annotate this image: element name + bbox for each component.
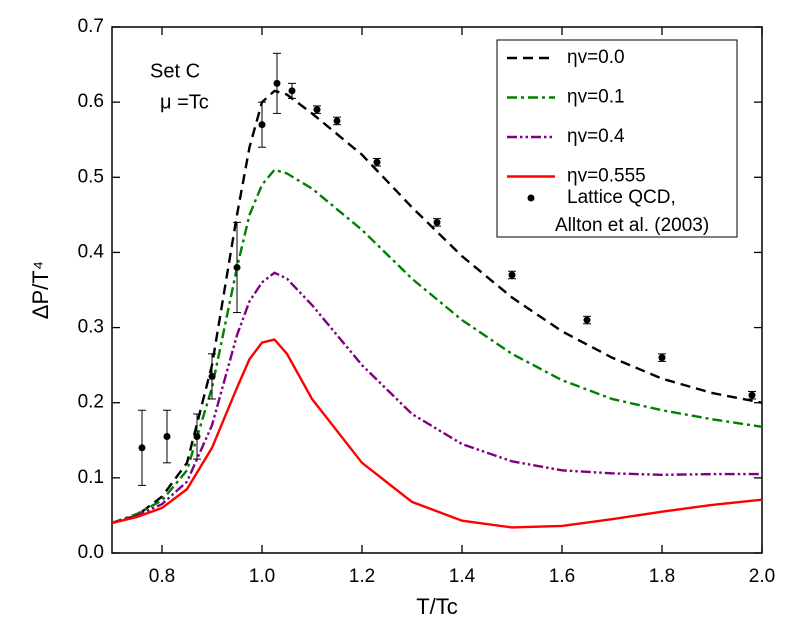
- x-tick-label: 2.0: [749, 566, 775, 587]
- data-point: [138, 444, 146, 452]
- x-tick-label: 1.2: [349, 566, 375, 587]
- data-point: [273, 79, 281, 87]
- x-tick-label: 1.8: [649, 566, 675, 587]
- legend-label: ηv=0.0: [567, 47, 625, 68]
- data-point: [208, 372, 216, 380]
- annotation: Set C: [150, 60, 200, 82]
- y-tick-label: 0.2: [78, 392, 104, 413]
- data-point: [583, 316, 591, 324]
- curve: [111, 338, 763, 529]
- legend-box: [496, 39, 738, 238]
- data-point: [233, 263, 241, 271]
- y-axis-label: ΔP/T⁴: [28, 261, 53, 319]
- data-point: [433, 218, 441, 226]
- y-tick-label: 0.5: [78, 166, 104, 187]
- data-point: [748, 391, 756, 399]
- legend-label: ηv=0.1: [567, 87, 625, 108]
- y-tick-label: 0.1: [78, 467, 104, 488]
- curve: [111, 89, 763, 525]
- plot-frame: [111, 26, 763, 554]
- x-tick-label: 1.6: [549, 566, 575, 587]
- data-point: [658, 354, 666, 362]
- curve: [111, 271, 762, 525]
- data-point: [288, 87, 296, 95]
- legend-label: Lattice QCD,: [567, 187, 676, 208]
- legend-label: ηv=0.555: [567, 166, 646, 187]
- x-tick-label: 0.8: [149, 566, 175, 587]
- y-tick-label: 0.3: [78, 317, 104, 338]
- legend-swatch: [527, 194, 535, 202]
- y-tick-label: 0.7: [78, 16, 104, 37]
- y-tick-label: 0.0: [78, 542, 104, 563]
- data-point: [313, 106, 321, 114]
- data-point: [258, 121, 266, 129]
- x-tick-label: 1.4: [449, 566, 476, 587]
- data-point: [333, 117, 341, 125]
- annotation: μ =Tc: [160, 91, 209, 113]
- data-point: [373, 158, 381, 166]
- data-point: [193, 433, 201, 441]
- y-tick-label: 0.6: [78, 91, 104, 112]
- x-axis-label: T/Tc: [416, 594, 458, 619]
- curve: [111, 168, 763, 525]
- y-tick-label: 0.4: [78, 241, 105, 262]
- data-point: [163, 433, 171, 441]
- legend-label: Allton et al. (2003): [555, 215, 709, 236]
- data-point: [508, 271, 516, 279]
- x-tick-label: 1.0: [249, 566, 275, 587]
- legend-label: ηv=0.4: [567, 126, 625, 147]
